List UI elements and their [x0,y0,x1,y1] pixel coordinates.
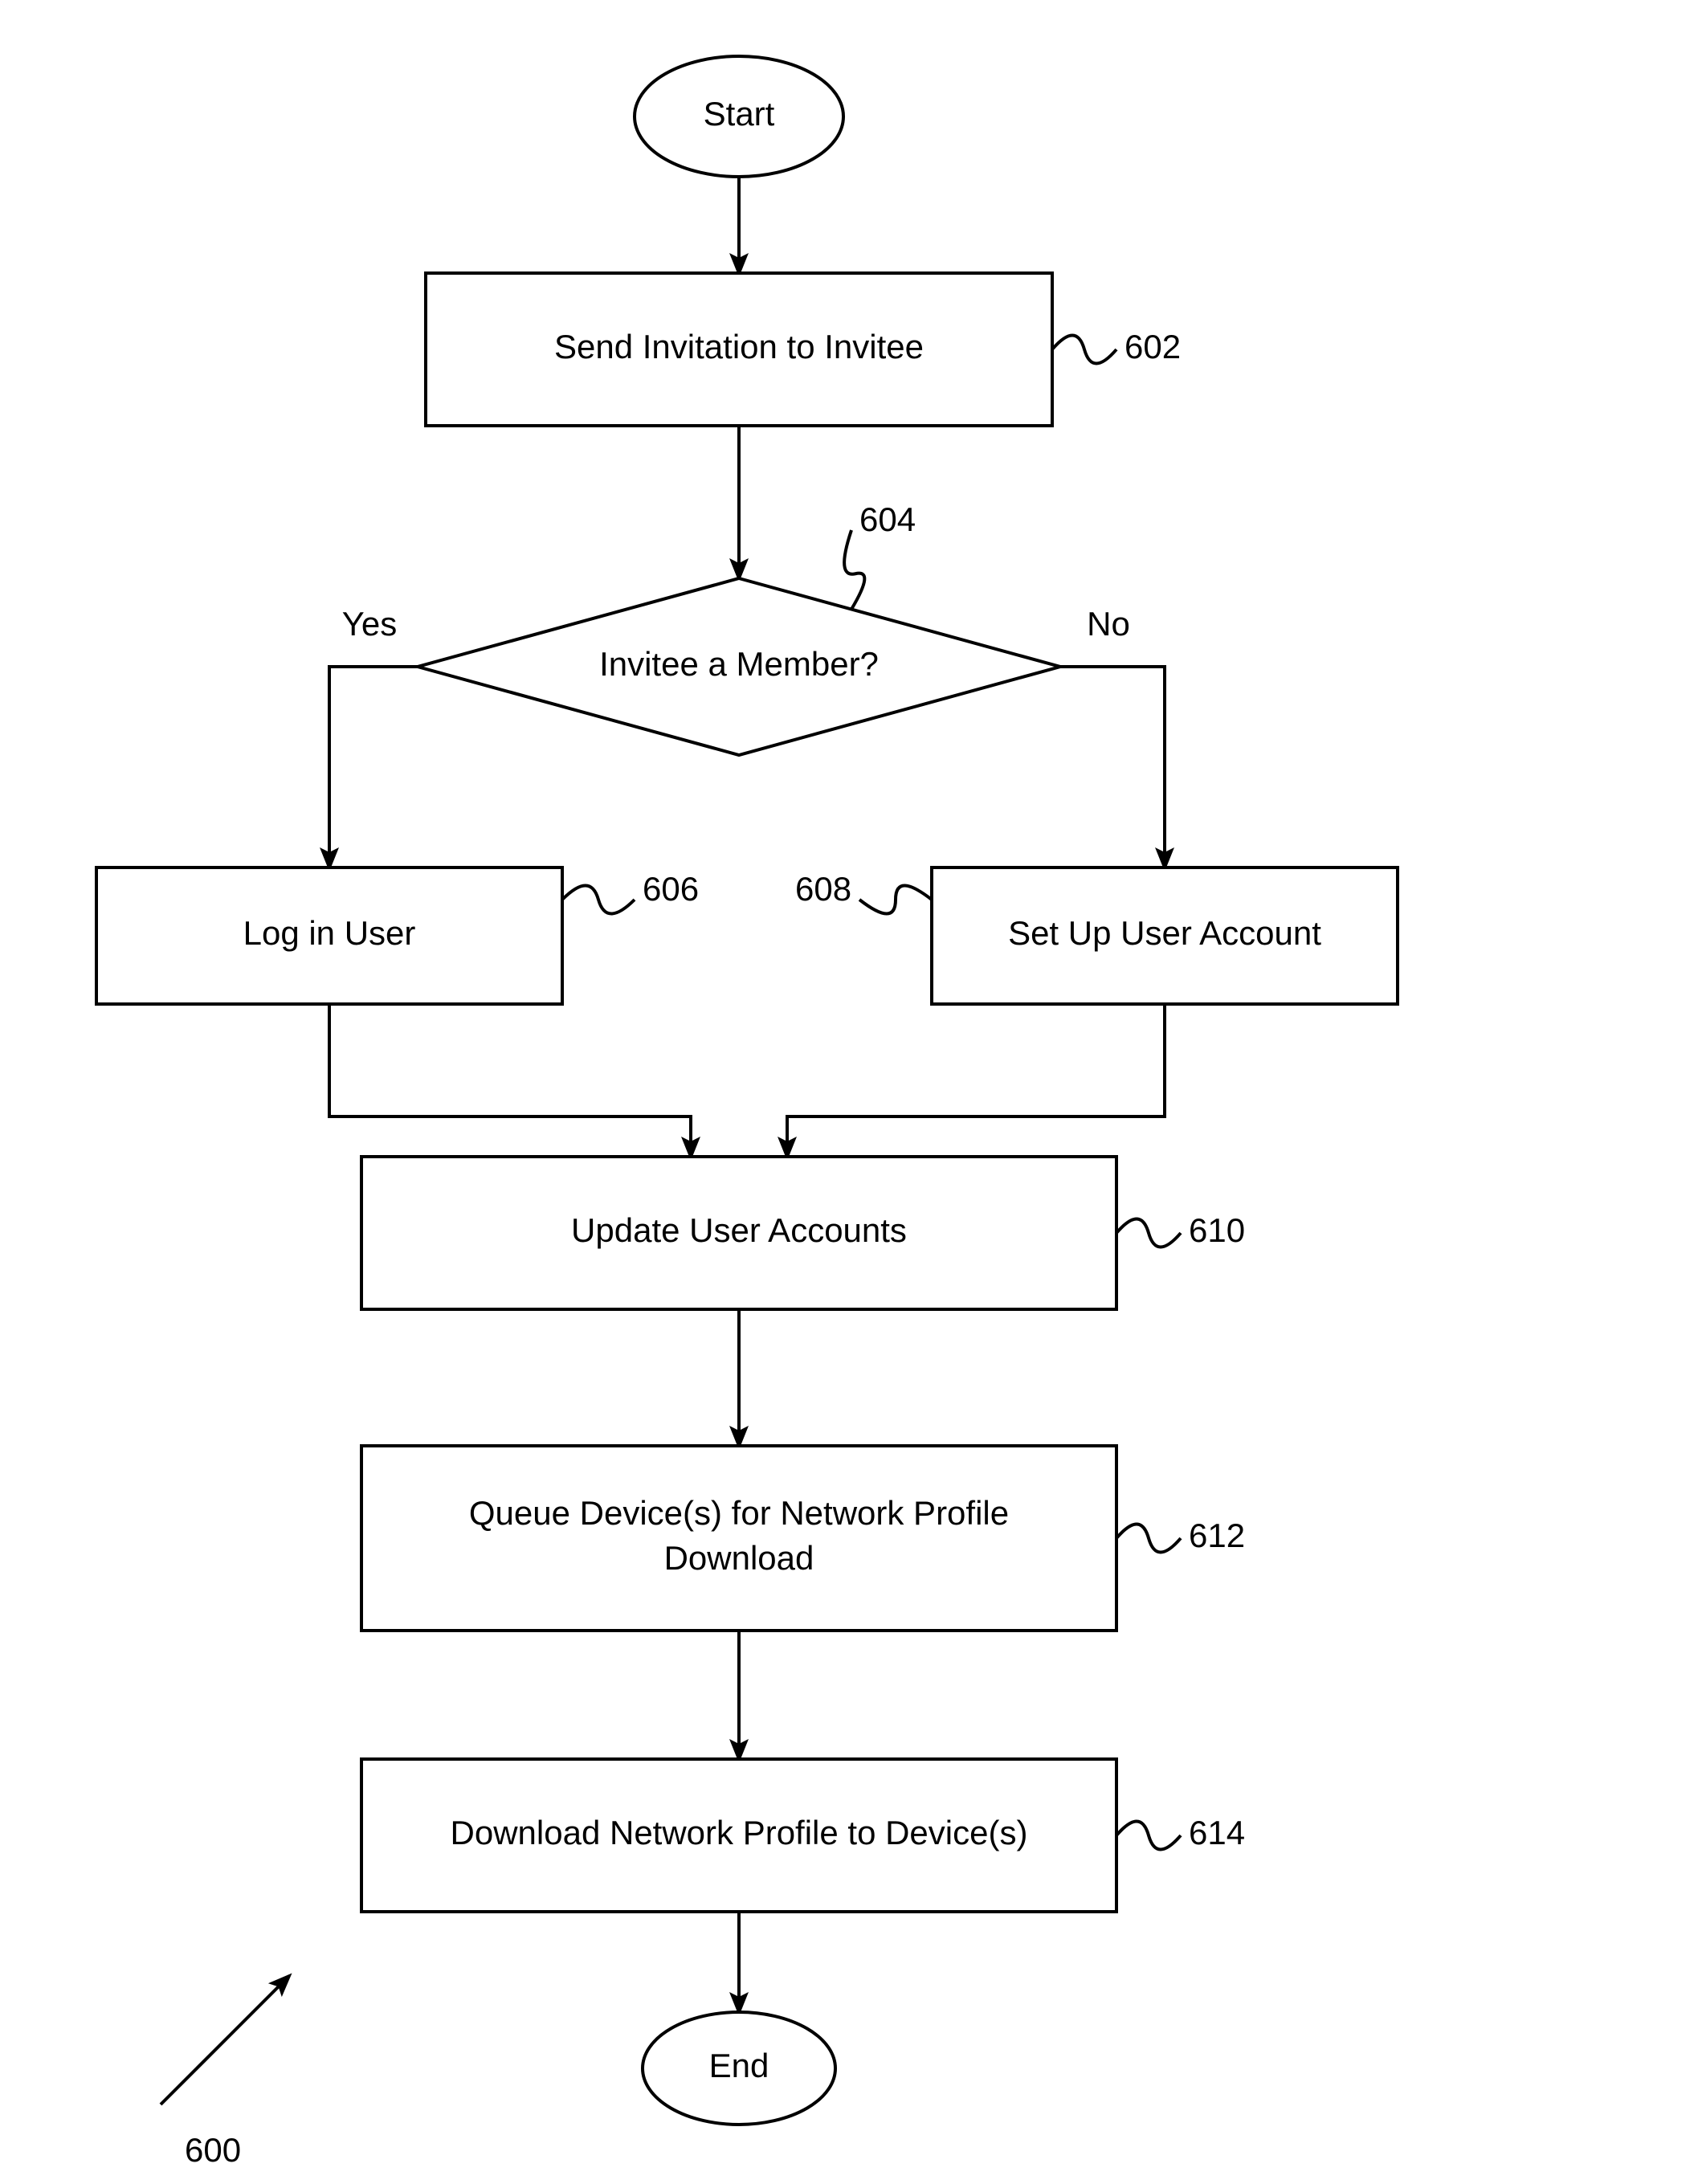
n602-ref: 602 [1125,328,1181,365]
n602-label: Send Invitation to Invitee [554,328,924,365]
flowchart-svg: Start Send Invitation to Invitee 602 Invite… [0,0,1698,2184]
edge [329,1004,691,1157]
n610-ref-connector [1116,1219,1181,1247]
n604-label: Invitee a Member? [599,645,879,683]
n606-label: Log in User [243,914,416,952]
n604-ref: 604 [859,500,916,538]
n608-label: Set Up User Account [1008,914,1321,952]
n614-label: Download Network Profile to Device(s) [451,1814,1028,1851]
n612-ref-connector [1116,1525,1181,1553]
n612-label2: Download [664,1539,814,1577]
n604-yes-label: Yes [342,605,398,643]
n602-ref-connector [1052,336,1116,364]
n606-ref: 606 [643,870,699,908]
n604-no-label: No [1087,605,1130,643]
n608-ref-connector [859,886,932,914]
n612-label1: Queue Device(s) for Network Profile [469,1494,1009,1532]
n604-ref-connector [844,530,864,610]
n612-box [361,1446,1116,1631]
n610-label: Update User Accounts [571,1211,907,1249]
end-label: End [709,2047,769,2084]
n610-ref: 610 [1189,1211,1245,1249]
n614-ref: 614 [1189,1814,1245,1851]
edge [1060,667,1165,867]
figure-ref-arrow [161,1976,289,2104]
n612-ref: 612 [1189,1517,1245,1554]
edge [329,667,418,867]
n614-ref-connector [1116,1822,1181,1850]
n606-ref-connector [562,886,635,914]
edge [787,1004,1165,1157]
figure-ref-label: 600 [185,2131,241,2169]
n608-ref: 608 [795,870,851,908]
start-label: Start [704,95,775,133]
